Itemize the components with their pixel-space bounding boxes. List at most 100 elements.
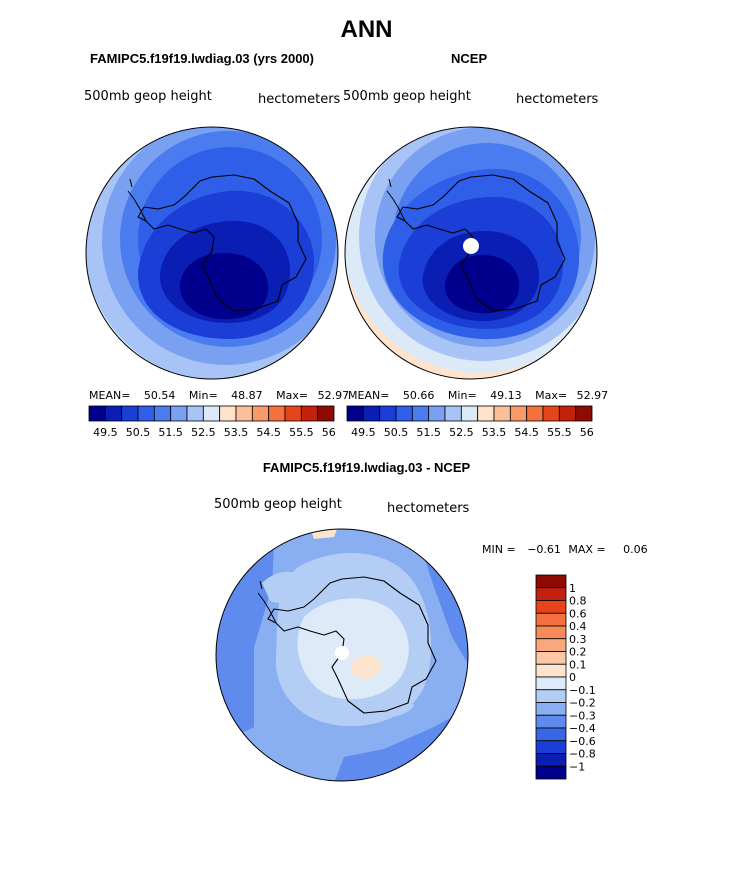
- colorbar-tick-label: 0.2: [569, 646, 587, 659]
- colorbar-swatch: [153, 405, 172, 422]
- min-label: MIN =: [482, 543, 516, 556]
- max-value: 0.06: [623, 543, 648, 556]
- colorbar-tick-label: −0.2: [569, 697, 596, 710]
- contour-band: [354, 699, 414, 719]
- colorbar-swatch: [509, 405, 528, 422]
- contour-band: [179, 253, 269, 320]
- mean-value: 50.66: [402, 389, 435, 402]
- coastline: [129, 178, 133, 188]
- coastline: [259, 580, 263, 590]
- panel-3-title: FAMIPC5.f19f19.lwdiag.03 - NCEP: [262, 460, 471, 475]
- map-border: [85, 126, 339, 380]
- panel-2-units-label: hectometers: [516, 92, 599, 107]
- colorbar-swatch: [535, 625, 567, 640]
- colorbar-swatch: [88, 405, 106, 422]
- colorbar-tick-label: −0.1: [569, 684, 596, 697]
- contour-band: [350, 655, 382, 679]
- colorbar-tick-label: 1: [569, 582, 576, 595]
- colorbar-swatch: [535, 587, 567, 601]
- coastline: [386, 190, 406, 222]
- colorbar-swatch: [575, 405, 593, 422]
- colorbar-swatch: [186, 405, 204, 422]
- colorbar-swatch: [535, 612, 567, 627]
- colorbar-tick-label: 0: [569, 671, 576, 684]
- colorbar-swatch: [121, 405, 139, 422]
- colorbar-swatch: [300, 405, 319, 422]
- coastline: [267, 576, 437, 714]
- map-border: [344, 126, 598, 380]
- coastline: [396, 174, 566, 312]
- colorbar-swatch: [535, 727, 567, 742]
- colorbar-swatch: [379, 405, 397, 422]
- colorbar-tick-label: 52.5: [449, 426, 474, 439]
- panel-1-variable-label: 500mb geop height: [84, 89, 212, 104]
- colorbar-swatch: [235, 405, 253, 422]
- colorbar-swatch: [268, 405, 286, 422]
- panel-2-variable-label: 500mb geop height: [343, 89, 471, 104]
- colorbar-swatch: [535, 574, 567, 589]
- coastline: [257, 592, 277, 624]
- colorbar-swatch: [535, 663, 567, 678]
- colorbar-swatch: [170, 405, 188, 422]
- colorbar-tick-label: 0.1: [569, 658, 587, 671]
- colorbar-tick-label: −0.3: [569, 709, 596, 722]
- colorbar-swatch: [477, 405, 495, 422]
- colorbar-swatch: [558, 405, 577, 422]
- colorbar-swatch: [362, 405, 381, 422]
- mean-value: 50.54: [143, 389, 176, 402]
- colorbar-tick-label: 52.5: [191, 426, 216, 439]
- max-value: 52.97: [317, 389, 350, 402]
- colorbar-swatch: [346, 405, 364, 422]
- colorbar-tick-label: 56.5: [580, 426, 594, 439]
- coastline: [137, 174, 307, 312]
- panel-1-title: FAMIPC5.f19f19.lwdiag.03 (yrs 2000): [90, 51, 314, 66]
- colorbar-swatch: [411, 405, 430, 422]
- colorbar-swatch: [542, 405, 560, 422]
- panel-1-stats: MEAN= 50.54 Min= 48.87 Max= 52.97: [89, 389, 349, 402]
- mean-label: MEAN=: [89, 389, 131, 402]
- colorbar-swatch: [535, 765, 567, 780]
- colorbar-swatch: [137, 405, 155, 422]
- colorbar-tick-label: 51.5: [158, 426, 183, 439]
- colorbar-swatch: [535, 676, 567, 691]
- colorbar-tick-label: 0.6: [569, 607, 587, 620]
- colorbar-swatch: [535, 600, 567, 614]
- colorbar-tick-label: −0.6: [569, 735, 596, 748]
- max-label: MAX =: [568, 543, 606, 556]
- colorbar-swatch: [395, 405, 413, 422]
- coastline: [388, 178, 392, 188]
- colorbar-tick-label: 55.5: [547, 426, 572, 439]
- colorbar-tick-label: 51.5: [416, 426, 441, 439]
- colorbar-tick-label: 0.3: [569, 633, 587, 646]
- colorbar-tick-label: 50.5: [126, 426, 151, 439]
- map-border: [215, 528, 469, 782]
- colorbar-tick-label: 55.5: [289, 426, 314, 439]
- colorbar-swatch: [251, 405, 270, 422]
- panel-1-map: [85, 126, 339, 380]
- colorbar-swatch: [428, 405, 446, 422]
- max-value: 52.97: [576, 389, 609, 402]
- colorbar-tick-label: −1: [569, 760, 585, 773]
- colorbar-swatch: [219, 405, 237, 422]
- min-value: −0.61: [527, 543, 561, 556]
- panel-3-colorbar: 10.80.60.40.30.20.10−0.1−0.2−0.3−0.4−0.6…: [535, 574, 596, 780]
- colorbar-swatch: [535, 689, 567, 703]
- colorbar-tick-label: 53.5: [482, 426, 507, 439]
- colorbar-swatch: [460, 405, 479, 422]
- panel-2-stats: MEAN= 50.66 Min= 49.13 Max= 52.97: [348, 389, 608, 402]
- colorbar-tick-label: 54.5: [514, 426, 539, 439]
- missing-data-pole: [463, 238, 479, 254]
- colorbar-tick-label: 54.5: [256, 426, 281, 439]
- panel-2-map: [344, 126, 598, 380]
- max-label: Max=: [535, 389, 568, 402]
- colorbar-tick-label: 0.8: [569, 595, 587, 608]
- colorbar-tick-label: 50.5: [384, 426, 409, 439]
- colorbar-swatch: [284, 405, 302, 422]
- colorbar-swatch: [535, 714, 567, 729]
- coastline: [127, 190, 147, 222]
- panel-1-colorbar: 49.5 50.5 51.5 52.5 53.5 54.5 55.5 56.5: [88, 405, 336, 439]
- colorbar-swatch: [317, 405, 335, 422]
- colorbar-tick-label: 0.4: [569, 620, 587, 633]
- colorbar-tick-label: 49.5: [93, 426, 118, 439]
- contour-band: [262, 571, 301, 603]
